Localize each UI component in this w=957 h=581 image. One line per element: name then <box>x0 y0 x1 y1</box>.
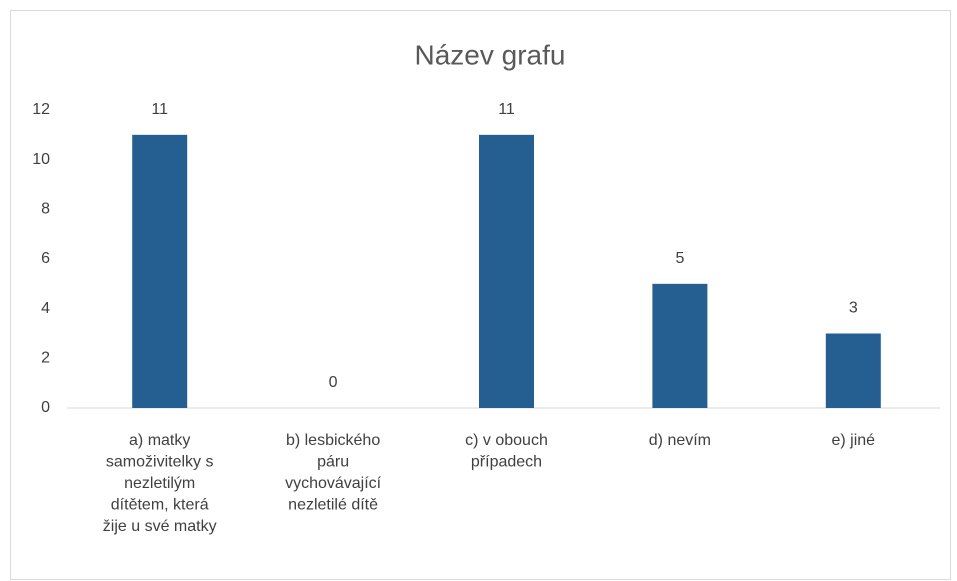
x-tick-label: c) v obouch případech <box>465 432 548 471</box>
data-label: 11 <box>498 101 515 118</box>
x-tick-label: d) nevím <box>649 432 711 449</box>
y-tick-label: 10 <box>32 151 50 168</box>
bar <box>652 283 708 408</box>
x-tick-label: a) matky samoživitelky s nezletilým dítětem… <box>103 432 217 535</box>
y-tick-label: 0 <box>41 399 50 416</box>
data-label: 11 <box>151 101 168 118</box>
bar <box>825 333 881 408</box>
y-tick-label: 8 <box>41 201 50 218</box>
y-tick-label: 6 <box>41 250 50 267</box>
x-tick-label: b) lesbického páru vychovávající nezletilé … <box>285 432 382 514</box>
x-tick-label: e) jiné <box>832 432 876 449</box>
bar <box>479 134 534 409</box>
data-label: 5 <box>675 250 684 267</box>
y-tick-label: 12 <box>32 101 50 118</box>
data-label: 0 <box>329 374 338 391</box>
data-label: 3 <box>849 300 858 317</box>
chart-title: Název grafu <box>415 39 566 70</box>
bar <box>132 134 188 409</box>
y-tick-label: 4 <box>41 300 50 317</box>
y-tick-label: 2 <box>41 350 50 367</box>
